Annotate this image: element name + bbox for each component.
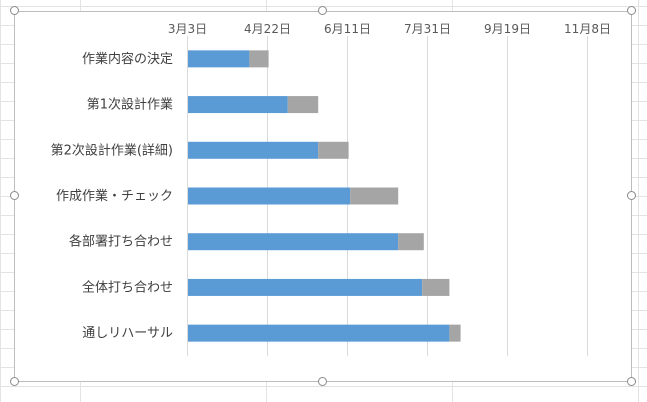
category-label: 作成作業・チェック — [56, 188, 173, 204]
x-tick-label: 6月11日 — [324, 22, 371, 36]
category-label: 通しリハーサル — [82, 326, 173, 341]
start-bar[interactable] — [188, 324, 450, 342]
category-label: 第2次設計作業(詳細) — [51, 142, 173, 158]
category-label: 全体打ち合わせ — [82, 279, 173, 295]
start-bar[interactable] — [188, 278, 423, 296]
category-label: 作業内容の決定 — [82, 51, 173, 67]
x-tick-label: 9月19日 — [484, 22, 531, 36]
start-bar[interactable] — [188, 187, 351, 205]
duration-bar[interactable] — [287, 96, 319, 114]
x-tick-label: 3月3日 — [168, 22, 207, 36]
category-label: 第1次設計作業 — [87, 97, 173, 113]
start-bar[interactable] — [188, 50, 250, 68]
start-bar[interactable] — [188, 233, 399, 251]
resize-handle-middle-left[interactable] — [10, 191, 19, 200]
duration-bar[interactable] — [398, 233, 424, 251]
chart-area[interactable]: 3月3日 4月22日 6月11日 7月31日 9月19日 11月8日作業内容の決定 第1次設… — [14, 11, 632, 382]
duration-bar[interactable] — [318, 141, 349, 159]
start-bar[interactable] — [188, 141, 319, 159]
duration-bar[interactable] — [422, 278, 450, 296]
duration-bar[interactable] — [350, 187, 399, 205]
resize-handle-bottom-center[interactable] — [318, 377, 327, 386]
resize-handle-middle-right[interactable] — [627, 191, 636, 200]
resize-handle-top-right[interactable] — [627, 6, 636, 15]
resize-handle-top-center[interactable] — [318, 6, 327, 15]
resize-handle-bottom-right[interactable] — [627, 377, 636, 386]
duration-bar[interactable] — [249, 50, 269, 68]
category-label: 各部署打ち合わせ — [69, 234, 173, 250]
start-bar[interactable] — [188, 96, 288, 114]
x-tick-label: 7月31日 — [404, 22, 451, 36]
x-tick-label: 11月8日 — [564, 22, 611, 36]
resize-handle-bottom-left[interactable] — [10, 377, 19, 386]
x-tick-label: 4月22日 — [244, 22, 291, 36]
duration-bar[interactable] — [449, 324, 461, 342]
resize-handle-top-left[interactable] — [10, 6, 19, 15]
gantt-chart: 3月3日 4月22日 6月11日 7月31日 9月19日 11月8日作業内容の決定第1次設… — [51, 22, 611, 356]
